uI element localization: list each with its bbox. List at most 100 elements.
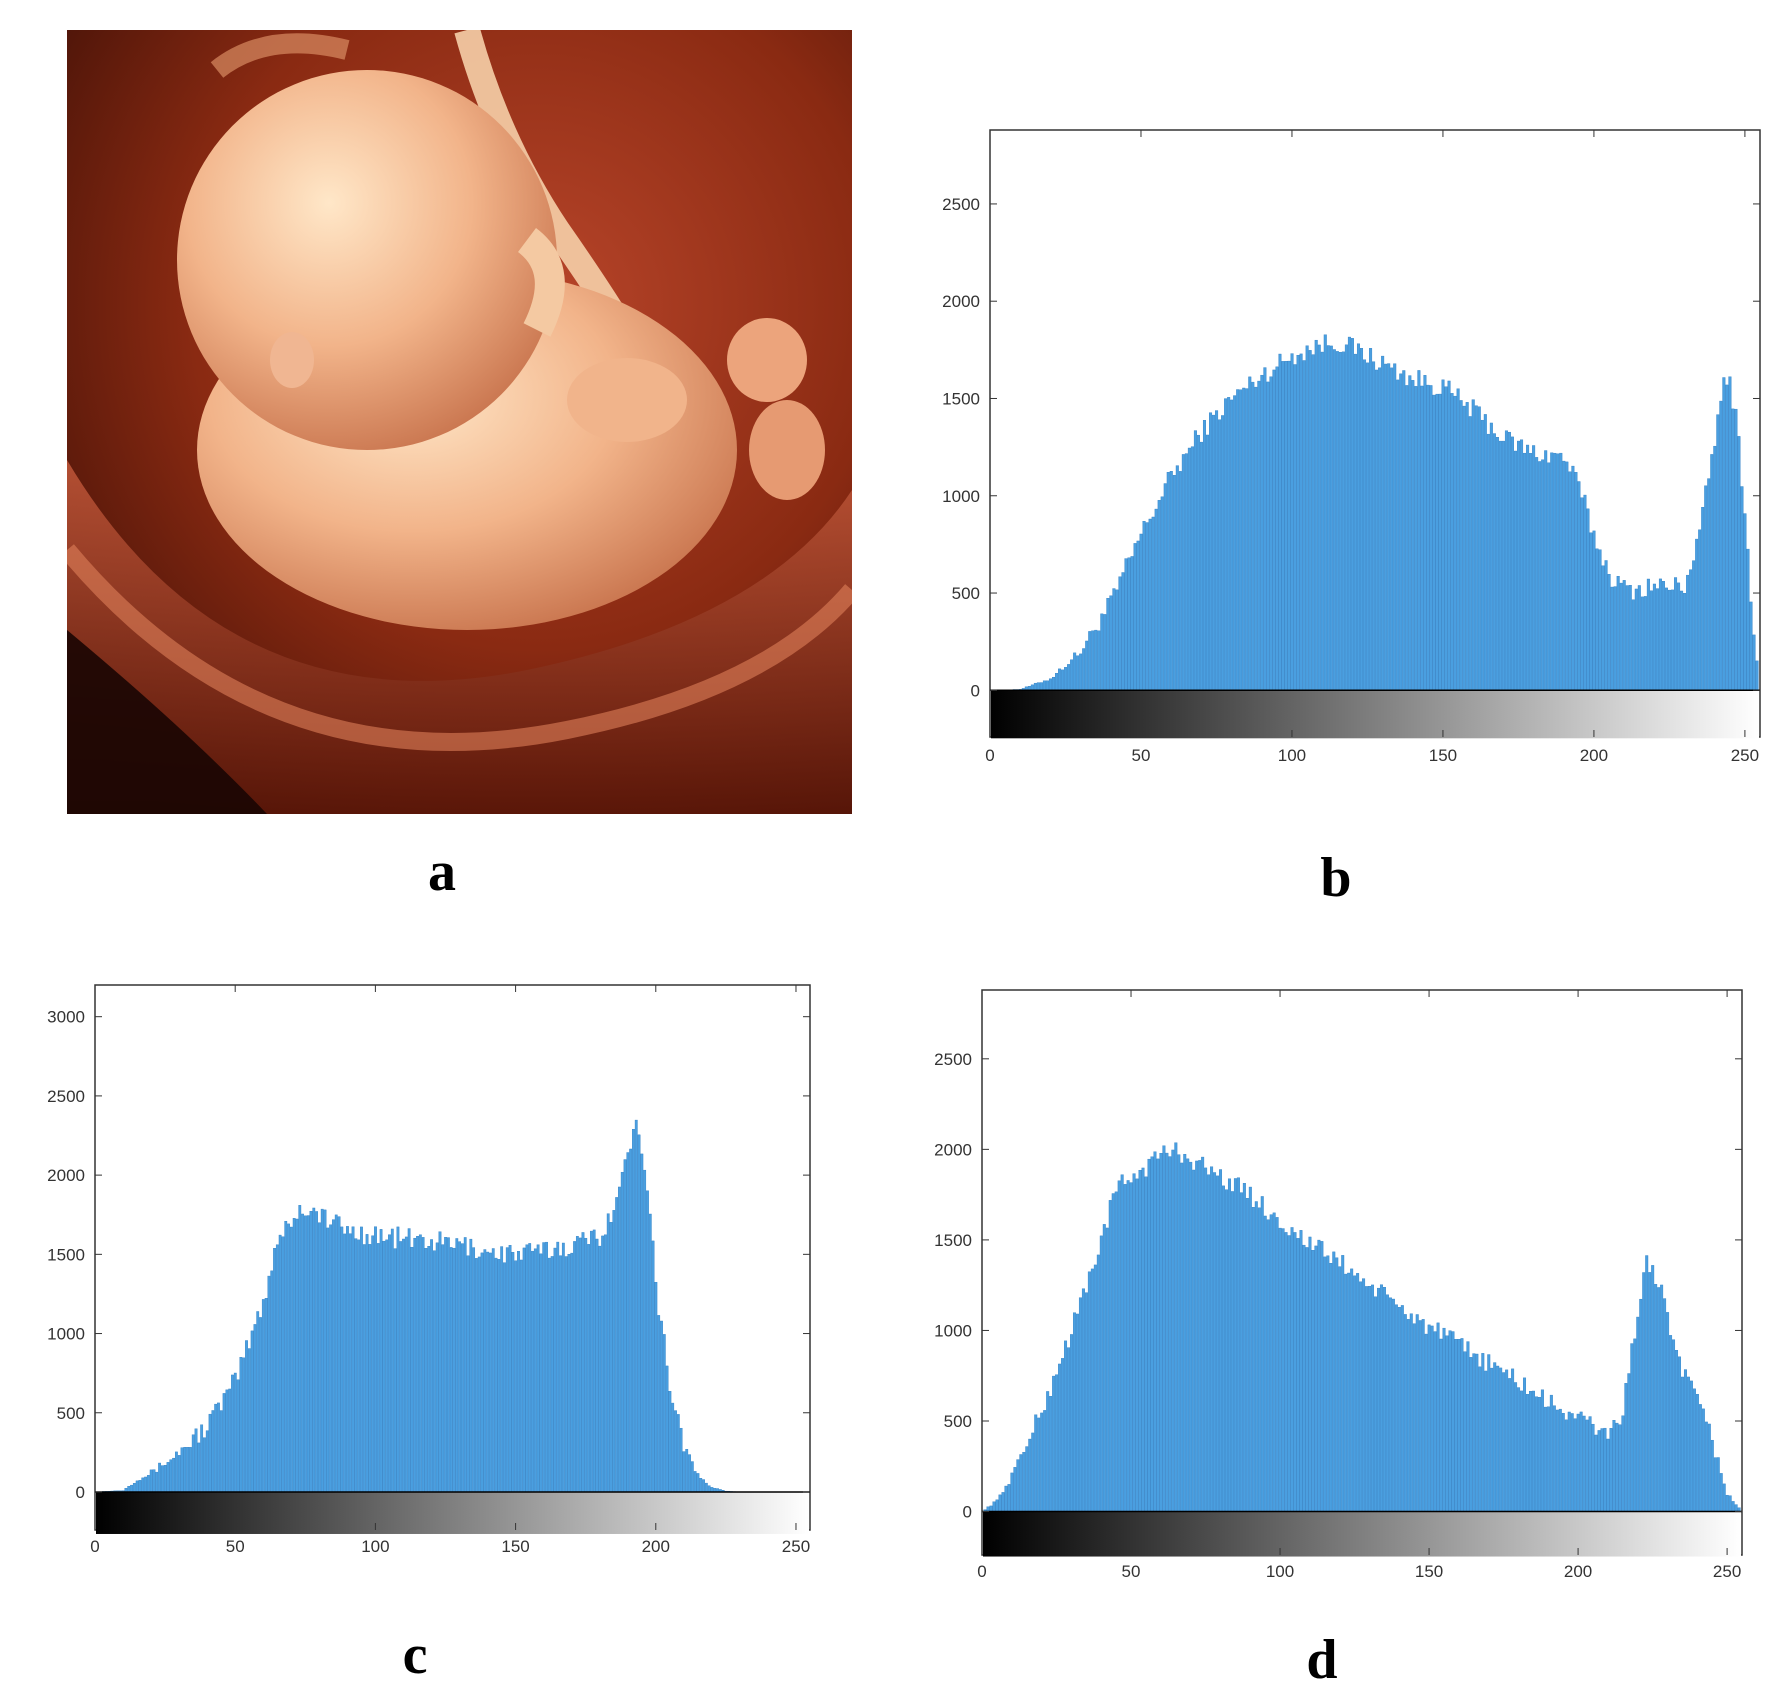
histogram-bar bbox=[166, 1462, 170, 1493]
histogram-bar bbox=[1538, 461, 1542, 691]
histogram-bar bbox=[430, 1239, 433, 1493]
histogram-bar bbox=[323, 1209, 327, 1493]
histogram-bar bbox=[312, 1207, 316, 1493]
histogram-bar bbox=[1088, 631, 1092, 691]
histogram-bar bbox=[172, 1457, 176, 1493]
histogram-bar bbox=[690, 1461, 694, 1493]
histogram-bar bbox=[1347, 336, 1351, 691]
histogram-bar bbox=[1728, 376, 1732, 691]
x-tick-label: 200 bbox=[1564, 1562, 1592, 1581]
histogram-bar bbox=[410, 1246, 414, 1493]
histogram-bar bbox=[211, 1410, 215, 1493]
histogram-bar bbox=[1701, 507, 1705, 691]
histogram-bar bbox=[503, 1262, 506, 1493]
histogram-bar bbox=[1421, 1319, 1425, 1512]
histogram-bar bbox=[612, 1210, 616, 1493]
histogram-bar bbox=[1382, 1287, 1386, 1512]
histogram-bar bbox=[1669, 1335, 1673, 1512]
histogram-bar bbox=[1073, 652, 1077, 691]
histogram-bar bbox=[228, 1388, 232, 1493]
histogram-bar bbox=[1136, 540, 1140, 691]
histogram-bar bbox=[1338, 352, 1342, 691]
histogram-bar bbox=[144, 1476, 147, 1493]
histogram-bar bbox=[1266, 1219, 1270, 1512]
histogram-bar bbox=[1210, 1166, 1214, 1512]
histogram-bar bbox=[298, 1205, 302, 1493]
histogram-bar bbox=[1681, 1376, 1684, 1512]
histogram-bar bbox=[573, 1241, 576, 1493]
histogram-bar bbox=[270, 1270, 274, 1493]
histogram-bar bbox=[1227, 397, 1231, 691]
histogram-bar bbox=[539, 1253, 543, 1493]
histogram-bar bbox=[992, 1501, 996, 1512]
histogram-bar bbox=[475, 1258, 478, 1493]
histogram-bar bbox=[1619, 582, 1623, 691]
histogram-bar bbox=[1642, 1272, 1646, 1512]
histogram-bar bbox=[385, 1239, 389, 1493]
histogram-bar bbox=[679, 1427, 683, 1493]
histogram-bar bbox=[343, 1233, 347, 1493]
histogram-bar bbox=[203, 1437, 206, 1493]
histogram-bar bbox=[1657, 1287, 1661, 1512]
histogram-bar bbox=[1592, 530, 1596, 691]
histogram-bar bbox=[1168, 1156, 1172, 1512]
y-tick-label: 1000 bbox=[934, 1321, 972, 1340]
histogram-bar bbox=[704, 1482, 708, 1493]
histogram-bar bbox=[1565, 461, 1569, 691]
histogram-bar bbox=[1245, 1198, 1249, 1512]
histogram-bar bbox=[1444, 386, 1448, 691]
histogram-bar bbox=[1184, 453, 1188, 691]
histogram-bar bbox=[1293, 364, 1297, 691]
histogram-bar bbox=[1105, 1227, 1109, 1512]
histogram-bar bbox=[292, 1218, 296, 1493]
histogram-bar bbox=[1707, 478, 1711, 691]
histogram-bar bbox=[1159, 1153, 1163, 1512]
histogram-bar bbox=[1447, 380, 1451, 691]
histogram-bar bbox=[1133, 543, 1137, 691]
histogram-bar bbox=[1353, 1275, 1357, 1512]
histogram-bar bbox=[177, 1455, 181, 1493]
histogram-bar bbox=[1514, 450, 1518, 691]
histogram-bar bbox=[1755, 660, 1759, 691]
histogram-b: 0 500 1000 1500 2000 2500 0 50 100 150 200 250 bbox=[942, 129, 1761, 765]
histogram-bar bbox=[189, 1447, 192, 1493]
histogram-bar bbox=[547, 1257, 551, 1493]
histogram-bar bbox=[1749, 601, 1753, 691]
histogram-bar bbox=[247, 1348, 251, 1493]
histogram-bar bbox=[1498, 440, 1502, 691]
histogram-bar bbox=[505, 1247, 509, 1493]
histogram-bar bbox=[1549, 1394, 1553, 1512]
histogram-d: 0 500 1000 1500 2000 2500 0 50 100 150 200 250 bbox=[934, 989, 1743, 1581]
histogram-bar bbox=[1523, 1377, 1527, 1512]
histogram-bar bbox=[444, 1237, 447, 1493]
histogram-bar bbox=[424, 1248, 428, 1493]
histogram-bar bbox=[514, 1260, 518, 1493]
histogram-bar bbox=[1523, 452, 1527, 691]
histogram-bar bbox=[522, 1247, 526, 1493]
histogram-bar bbox=[326, 1227, 330, 1493]
histogram-bar bbox=[525, 1244, 529, 1493]
histogram-bar bbox=[1257, 380, 1261, 691]
histogram-bar bbox=[303, 1215, 307, 1493]
histogram-bar bbox=[1541, 459, 1545, 691]
histogram-bar bbox=[1190, 446, 1194, 691]
histogram-bar bbox=[1556, 453, 1560, 691]
histogram-bar bbox=[458, 1241, 462, 1493]
histogram-bar bbox=[1326, 1255, 1330, 1512]
histogram-bar bbox=[1371, 1284, 1375, 1512]
histogram-bar bbox=[1302, 1244, 1306, 1512]
histogram-bar bbox=[1046, 1391, 1050, 1512]
histogram-bar bbox=[1269, 1214, 1273, 1512]
x-tick-label: 200 bbox=[642, 1537, 670, 1556]
histogram-bar bbox=[676, 1414, 680, 1493]
histogram-bar bbox=[651, 1240, 655, 1493]
histogram-bar bbox=[1117, 1180, 1121, 1512]
histogram-bar bbox=[1369, 348, 1373, 691]
histogram-bar bbox=[1275, 1217, 1279, 1512]
histogram-bar bbox=[1728, 1495, 1732, 1512]
histogram-bar bbox=[1716, 1457, 1720, 1512]
histogram-bar bbox=[545, 1241, 548, 1493]
histogram-bar bbox=[1570, 1413, 1574, 1512]
histogram-bar bbox=[1281, 361, 1285, 691]
histogram-bar bbox=[239, 1357, 243, 1493]
